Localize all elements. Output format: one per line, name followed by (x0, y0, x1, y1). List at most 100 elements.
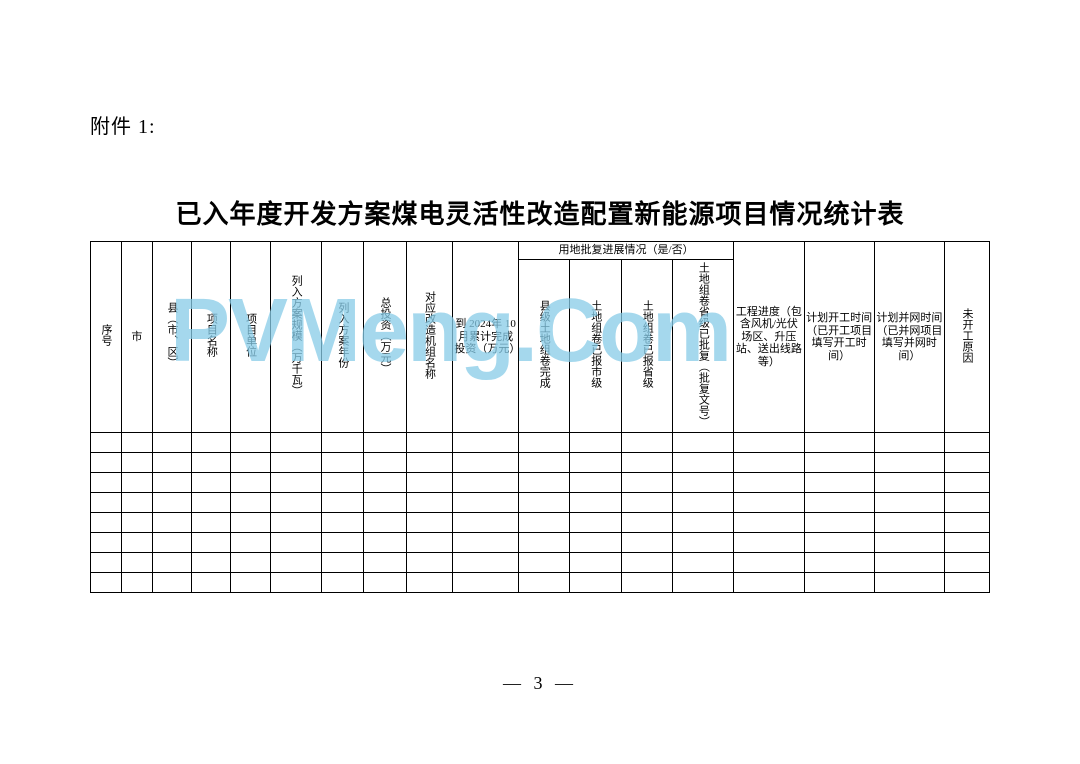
table-cell (804, 573, 874, 593)
table-cell (673, 533, 734, 553)
table-cell (804, 433, 874, 453)
table-row (91, 513, 990, 533)
table-cell (621, 473, 673, 493)
table-cell (734, 573, 804, 593)
table-cell (91, 553, 122, 573)
table-cell (673, 493, 734, 513)
table-cell (570, 453, 622, 473)
table-cell (231, 473, 270, 493)
table-cell (152, 493, 191, 513)
table-cell (874, 433, 944, 453)
table-cell (453, 453, 519, 473)
col-progress: 工程进度（包含风机/光伏场区、升压站、送出线路等） (734, 242, 804, 433)
table-cell (804, 533, 874, 553)
table-cell (121, 433, 152, 453)
col-county: 县（市、区） (152, 242, 191, 433)
table-cell (231, 433, 270, 453)
table-cell (453, 433, 519, 453)
table-cell (453, 493, 519, 513)
table-cell (406, 553, 453, 573)
table-cell (518, 433, 570, 453)
table-cell (944, 433, 989, 453)
table-row (91, 493, 990, 513)
table-cell (91, 493, 122, 513)
table-cell (192, 453, 231, 473)
table-cell (231, 573, 270, 593)
table-cell (364, 573, 406, 593)
table-cell (453, 533, 519, 553)
table-cell (518, 553, 570, 573)
table-cell (364, 453, 406, 473)
col-start-time: 计划开工时间（已开工项目填写开工时间） (804, 242, 874, 433)
table-cell (270, 473, 322, 493)
table-cell (121, 493, 152, 513)
attachment-label: 附件 1: (90, 110, 990, 139)
table-cell (874, 493, 944, 513)
table-cell (231, 553, 270, 573)
table-cell (621, 433, 673, 453)
col-land-approved: 土地组卷省级已批复（批复文号） (673, 259, 734, 433)
table-cell (453, 473, 519, 493)
table-cell (192, 513, 231, 533)
table-cell (570, 473, 622, 493)
table-cell (570, 573, 622, 593)
table-cell (152, 433, 191, 453)
table-cell (518, 453, 570, 473)
table-cell (192, 573, 231, 593)
col-year: 列入方案年份 (322, 242, 364, 433)
table-cell (804, 473, 874, 493)
table-row (91, 553, 990, 573)
table-cell (944, 493, 989, 513)
col-cum-investment: 到 2024年 10 月累计完成投资（万元） (453, 242, 519, 433)
table-cell (364, 553, 406, 573)
table-cell (231, 493, 270, 513)
col-land-county: 县级土地组卷完成 (518, 259, 570, 433)
col-no-start-reason: 未开工原因 (944, 242, 989, 433)
table-cell (406, 493, 453, 513)
table-cell (874, 473, 944, 493)
table-cell (518, 473, 570, 493)
col-group-land: 用地批复进展情况（是/否） (518, 242, 733, 260)
table-cell (406, 573, 453, 593)
table-cell (570, 433, 622, 453)
table-cell (231, 513, 270, 533)
table-cell (406, 473, 453, 493)
table-cell (673, 473, 734, 493)
table-cell (364, 473, 406, 493)
col-city: 市 (121, 242, 152, 433)
table-cell (518, 573, 570, 593)
table-cell (192, 533, 231, 553)
table-cell (322, 553, 364, 573)
table-cell (874, 553, 944, 573)
table-cell (91, 453, 122, 473)
table-cell (570, 513, 622, 533)
table-cell (270, 493, 322, 513)
table-cell (621, 533, 673, 553)
page-number: — 3 — (0, 673, 1080, 694)
col-seq: 序号 (91, 242, 122, 433)
table-cell (322, 533, 364, 553)
table-cell (322, 453, 364, 473)
table-cell (121, 513, 152, 533)
table-cell (270, 533, 322, 553)
table-cell (453, 573, 519, 593)
table-cell (621, 513, 673, 533)
table-title: 已入年度开发方案煤电灵活性改造配置新能源项目情况统计表 (90, 194, 990, 231)
table-cell (734, 493, 804, 513)
table-cell (874, 453, 944, 473)
table-cell (621, 553, 673, 573)
table-cell (270, 453, 322, 473)
col-scale: 列入方案规模（万千瓦） (270, 242, 322, 433)
table-cell (453, 553, 519, 573)
table-cell (874, 533, 944, 553)
table-cell (91, 573, 122, 593)
table-cell (570, 553, 622, 573)
table-cell (734, 553, 804, 573)
table-row (91, 453, 990, 473)
table-row (91, 473, 990, 493)
table-row (91, 573, 990, 593)
table-cell (944, 573, 989, 593)
table-cell (91, 433, 122, 453)
table-cell (734, 513, 804, 533)
table-cell (121, 553, 152, 573)
